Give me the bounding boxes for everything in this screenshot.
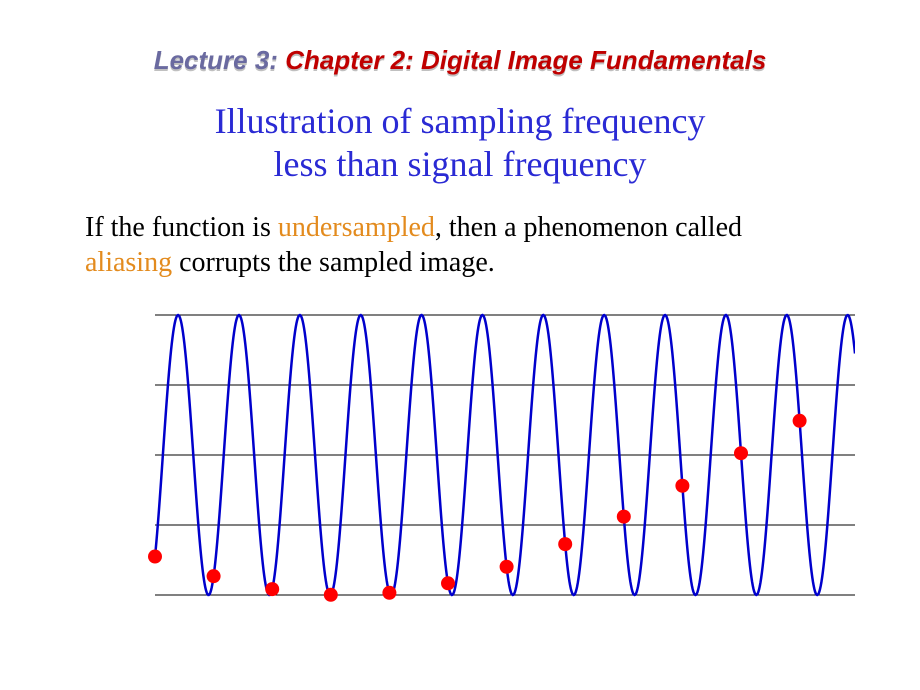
body-text: If the function is undersampled, then a … — [85, 210, 835, 280]
header-prefix: Lecture 3: — [154, 45, 286, 75]
slide: Lecture 3: Chapter 2: Digital Image Fund… — [0, 0, 920, 690]
subtitle-line1: Illustration of sampling frequency — [0, 100, 920, 143]
slide-header: Lecture 3: Chapter 2: Digital Image Fund… — [0, 45, 920, 76]
slide-subtitle: Illustration of sampling frequency less … — [0, 100, 920, 186]
body-seg3: , then a phenomenon called — [435, 212, 742, 243]
body-seg2: undersampled — [278, 212, 435, 243]
body-seg1: If the function is — [85, 212, 278, 243]
body-seg5: corrupts the sampled image. — [172, 247, 495, 278]
body-seg4: aliasing — [85, 247, 172, 278]
chart-svg — [135, 290, 855, 620]
header-front: Lecture 3: Chapter 2: Digital Image Fund… — [0, 45, 920, 76]
header-rest: Chapter 2: Digital Image Fundamentals — [285, 45, 766, 75]
subtitle-line2: less than signal frequency — [0, 143, 920, 186]
aliasing-chart — [135, 290, 855, 620]
